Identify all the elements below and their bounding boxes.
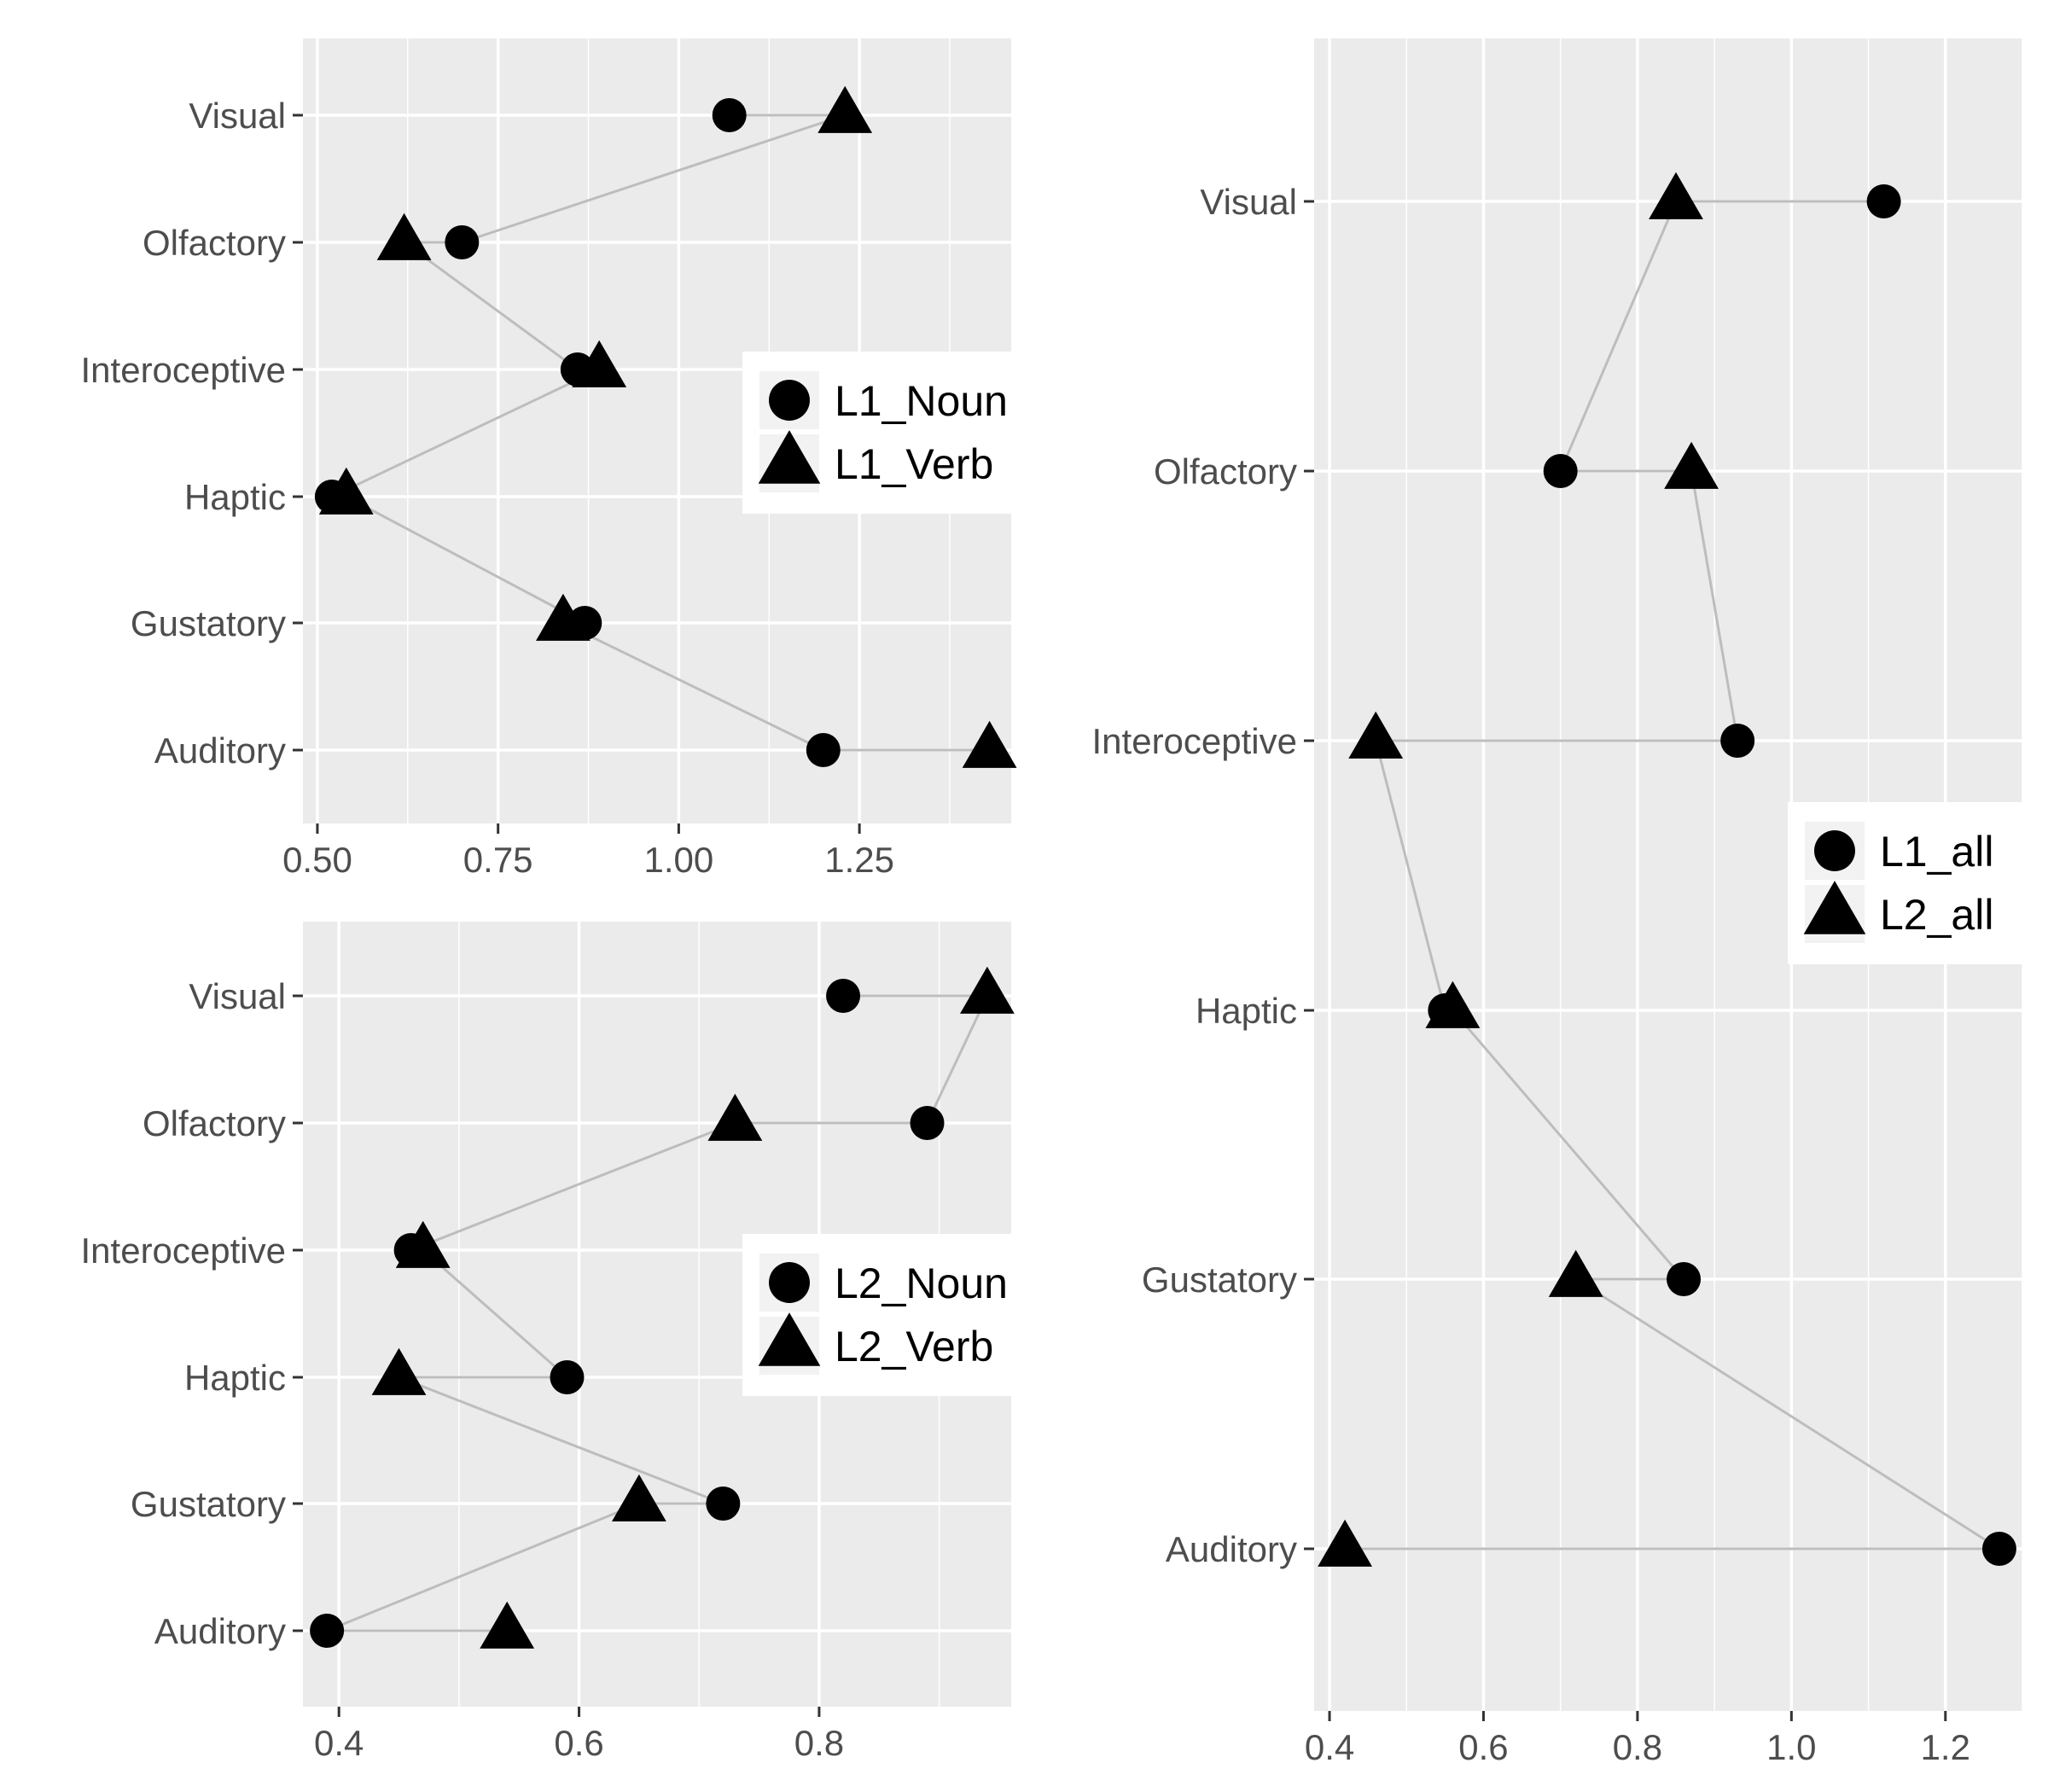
point-L2_all xyxy=(1348,711,1404,759)
legend-triangle-icon xyxy=(1803,881,1866,934)
point-L2_Noun xyxy=(550,1360,585,1394)
point-L1_Verb xyxy=(536,593,591,641)
connector-line xyxy=(326,994,990,1632)
point-L1_Noun xyxy=(712,98,747,132)
x-tick-label: 1.2 xyxy=(1921,1727,1970,1767)
x-tick-label: 0.6 xyxy=(554,1723,603,1763)
y-tick-label: Visual xyxy=(189,976,286,1016)
point-L2_all xyxy=(1425,980,1481,1028)
point-L1_Verb xyxy=(817,85,873,133)
point-L2_Noun xyxy=(310,1614,345,1648)
point-L1_Noun xyxy=(806,733,841,767)
x-tick-label: 0.8 xyxy=(1613,1727,1662,1767)
point-L2_Verb xyxy=(480,1601,535,1649)
point-L2_Verb xyxy=(960,966,1015,1014)
point-L2_Verb xyxy=(395,1220,451,1268)
x-tick-label: 0.8 xyxy=(794,1723,844,1763)
point-L1_all xyxy=(1667,1262,1702,1296)
point-L2_all xyxy=(1649,172,1703,219)
y-tick-label: Visual xyxy=(1200,182,1297,222)
y-tick-label: Olfactory xyxy=(143,223,286,263)
legend-label: L2_Noun xyxy=(835,1260,1008,1307)
x-tick-label: 1.0 xyxy=(1766,1727,1816,1767)
legend: L2_Noun L2_Verb xyxy=(742,1234,1015,1396)
point-L2_Noun xyxy=(910,1106,945,1140)
panel-bottom-left: 0.4 0.6 0.8 Visual Olfactory Interoceptive Hap… xyxy=(81,922,1015,1763)
point-L1_Verb xyxy=(318,467,374,515)
legend-label: L1_Verb xyxy=(835,440,993,488)
point-L1_Verb xyxy=(376,212,432,260)
point-L1_Verb xyxy=(572,340,627,387)
connector-line xyxy=(331,113,990,752)
x-tick-label: 1.25 xyxy=(824,840,894,880)
point-L1_Verb xyxy=(962,720,1017,768)
legend-label: L2_Verb xyxy=(835,1323,993,1370)
x-tick-label: 1.00 xyxy=(644,840,714,880)
legend-label: L1_all xyxy=(1880,828,1993,876)
y-tick-label: Interoceptive xyxy=(1092,721,1297,761)
x-tick-label: 0.4 xyxy=(314,1723,364,1763)
y-tick-label: Auditory xyxy=(154,730,286,771)
y-tick-label: Gustatory xyxy=(131,1484,286,1524)
y-tick-label: Interoceptive xyxy=(81,1231,286,1271)
panel-top-left: 0.50 0.75 1.00 1.25 Visual Olfactory Interocep… xyxy=(81,38,1017,880)
panel-right: 0.4 0.6 0.8 1.0 1.2 Visual Olfactory Interocept… xyxy=(1092,38,2027,1767)
legend-label: L1_Noun xyxy=(835,377,1008,425)
legend: L1_all L2_all xyxy=(1788,802,2027,964)
point-L1_all xyxy=(1543,454,1578,488)
point-L1_all xyxy=(1720,724,1755,758)
y-tick-label: Haptic xyxy=(184,477,286,517)
legend-triangle-icon xyxy=(758,1312,821,1366)
legend-label: L2_all xyxy=(1880,891,1993,939)
connector-line xyxy=(1345,200,2004,1551)
x-tick-label: 0.50 xyxy=(282,840,352,880)
point-L2_all xyxy=(1318,1519,1372,1567)
legend-circle-icon xyxy=(769,1262,810,1303)
point-L2_all xyxy=(1548,1249,1603,1297)
x-tick-label: 0.4 xyxy=(1305,1727,1354,1767)
legend-triangle-icon xyxy=(758,430,821,484)
y-tick-label: Gustatory xyxy=(1142,1260,1297,1300)
y-tick-label: Auditory xyxy=(154,1611,286,1651)
legend: L1_Noun L1_Verb xyxy=(742,352,1015,514)
point-L2_Verb xyxy=(371,1347,427,1395)
point-L2_Verb xyxy=(612,1474,666,1521)
y-tick-label: Olfactory xyxy=(1154,451,1297,492)
y-tick-label: Interoceptive xyxy=(81,350,286,390)
point-L2_Verb xyxy=(707,1093,763,1141)
point-L2_Noun xyxy=(706,1487,741,1521)
point-L2_all xyxy=(1664,441,1719,489)
x-tick-label: 0.75 xyxy=(463,840,533,880)
y-tick-label: Gustatory xyxy=(131,603,286,643)
point-L2_Noun xyxy=(826,979,861,1013)
legend-circle-icon xyxy=(1814,830,1855,871)
y-tick-label: Haptic xyxy=(1196,991,1297,1031)
y-tick-label: Olfactory xyxy=(143,1103,286,1143)
point-L1_all xyxy=(1866,184,1901,218)
y-tick-label: Auditory xyxy=(1166,1529,1297,1569)
y-tick-label: Visual xyxy=(189,96,286,136)
x-tick-label: 0.6 xyxy=(1458,1727,1508,1767)
y-tick-label: Haptic xyxy=(184,1358,286,1398)
legend-circle-icon xyxy=(769,380,810,421)
point-L1_all xyxy=(1981,1532,2016,1566)
point-L1_Noun xyxy=(445,225,480,259)
